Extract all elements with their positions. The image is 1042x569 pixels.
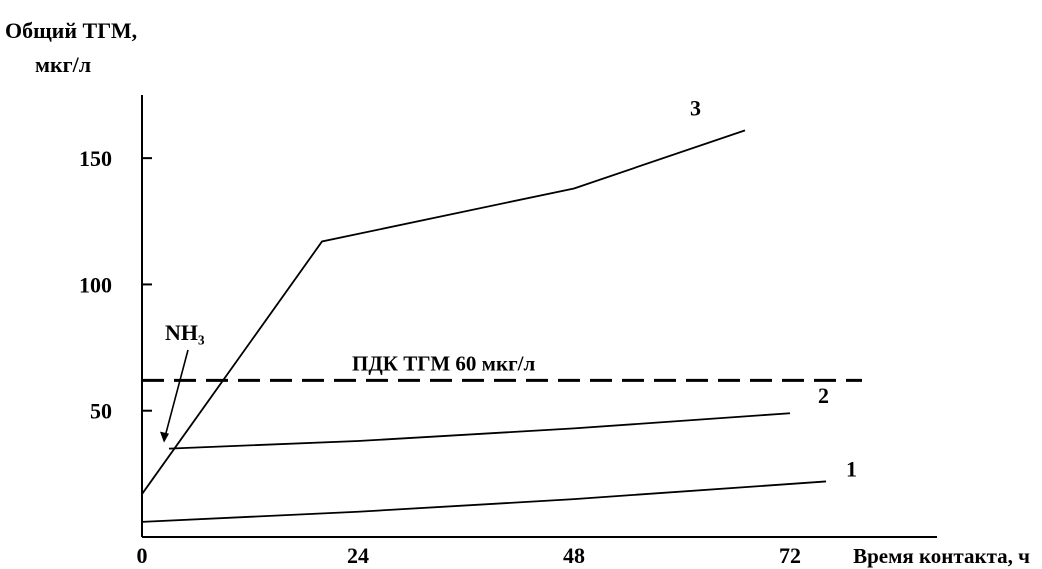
nh3-annotation-arrowhead bbox=[160, 431, 169, 443]
series-label-3: 3 bbox=[690, 95, 701, 120]
x-tick-label: 72 bbox=[779, 543, 801, 568]
series-line-3 bbox=[141, 129, 746, 495]
series-line-2 bbox=[168, 412, 791, 450]
reference-line-label: ПДК ТГМ 60 мкг/л bbox=[352, 351, 535, 375]
nh3-annotation-arrow bbox=[163, 349, 189, 441]
x-axis-title: Время контакта, ч bbox=[853, 544, 1030, 568]
x-tick-label: 0 bbox=[137, 543, 148, 568]
x-ticks: 0 24 48 72 bbox=[137, 543, 802, 568]
x-tick-label: 48 bbox=[563, 543, 585, 568]
x-tick-label: 24 bbox=[347, 543, 369, 568]
y-axis-title-line1: Общий ТГМ, bbox=[5, 18, 137, 43]
nh3-annotation-label: NH₃ bbox=[165, 320, 205, 345]
series-layer: 1 2 3 bbox=[141, 95, 857, 523]
y-ticks: 50 100 150 bbox=[79, 146, 152, 424]
y-tick-label: 150 bbox=[79, 146, 112, 171]
series-line-1 bbox=[141, 480, 827, 523]
y-tick-label: 100 bbox=[79, 272, 112, 297]
series-label-2: 2 bbox=[818, 383, 829, 408]
y-axis-title-line2: мкг/л bbox=[35, 52, 91, 77]
y-tick-label: 50 bbox=[90, 399, 112, 424]
series-label-1: 1 bbox=[846, 456, 857, 481]
